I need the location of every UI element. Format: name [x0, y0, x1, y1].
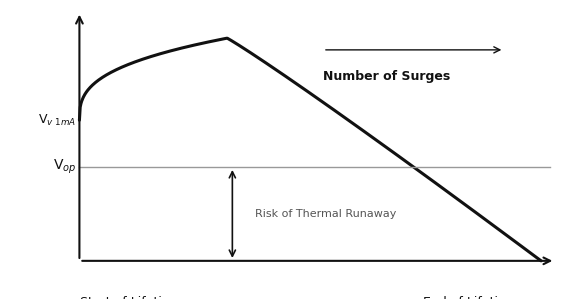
Text: End of Lifetime: End of Lifetime: [423, 296, 518, 299]
Text: V$_{op}$: V$_{op}$: [53, 158, 76, 176]
Text: Risk of Thermal Runaway: Risk of Thermal Runaway: [255, 209, 397, 219]
Text: Start of Lifetime: Start of Lifetime: [80, 296, 181, 299]
Text: Number of Surges: Number of Surges: [323, 70, 450, 83]
Text: V$_{v\ 1mA}$: V$_{v\ 1mA}$: [38, 113, 76, 128]
